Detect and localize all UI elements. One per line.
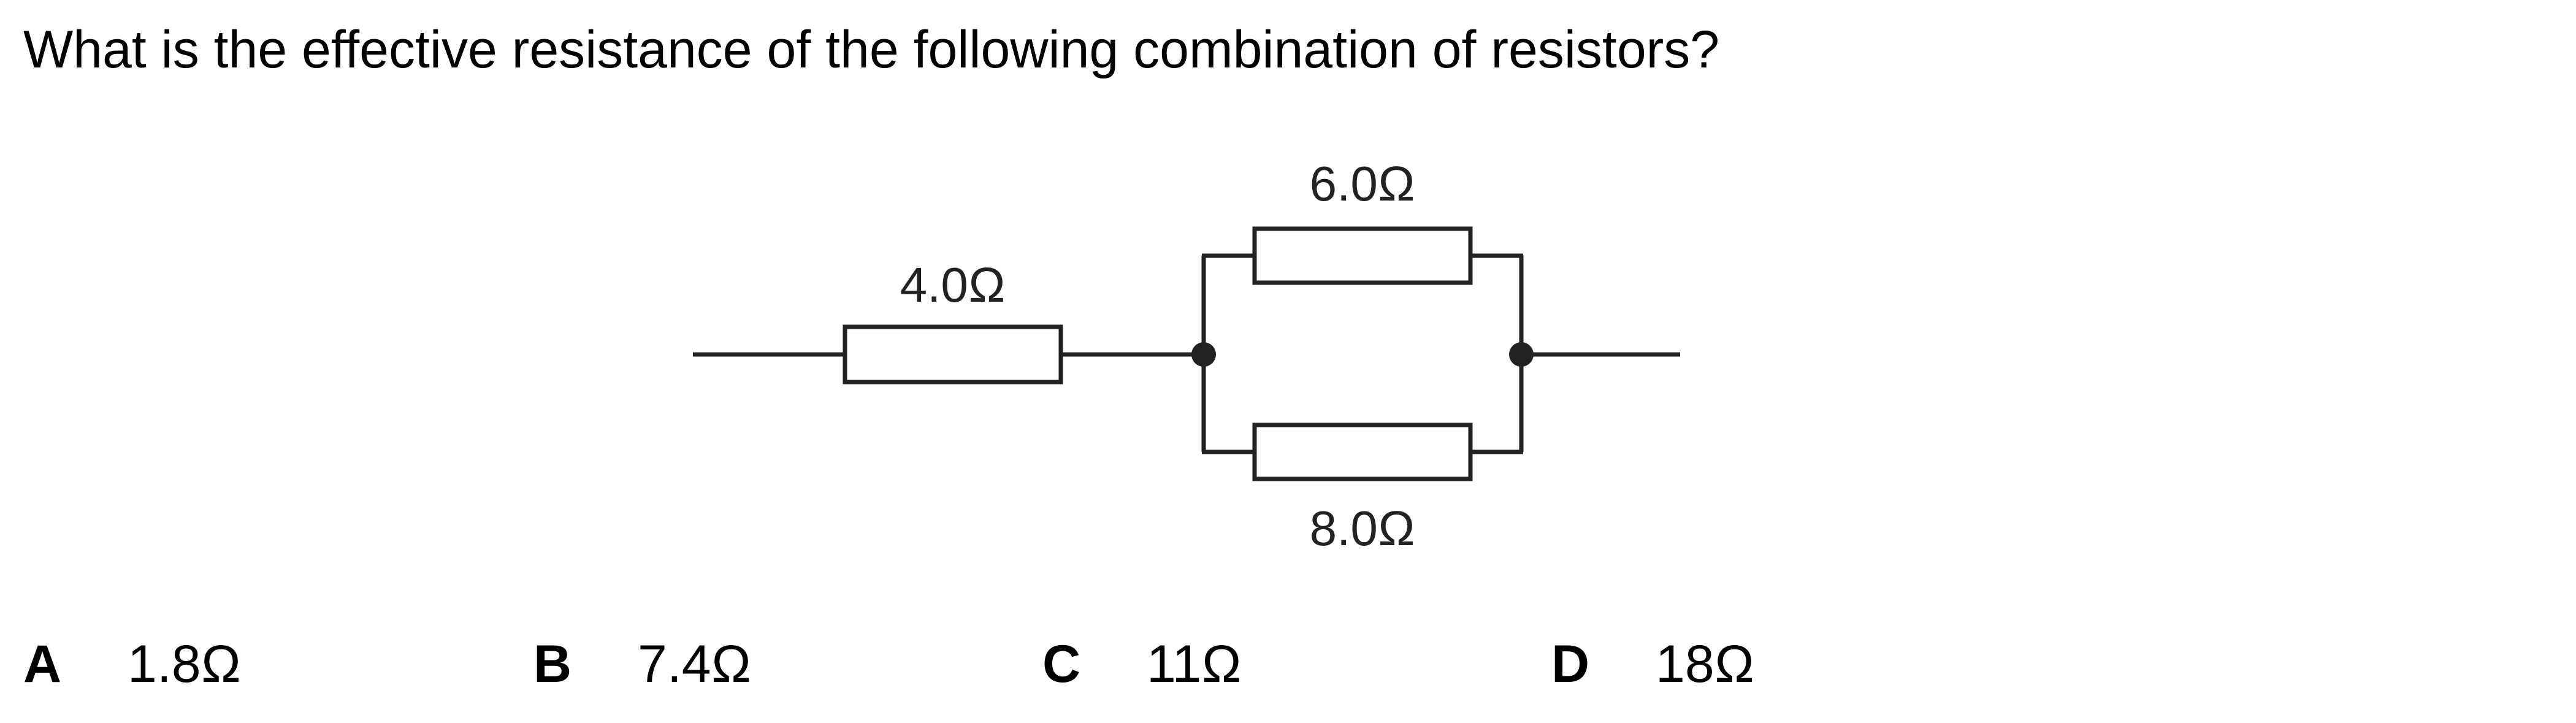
resistor-parallel-bottom xyxy=(1252,423,1473,481)
option-c-letter: C xyxy=(1042,635,1081,694)
option-d-letter: D xyxy=(1551,635,1590,694)
option-a-letter: A xyxy=(23,635,62,694)
option-a-value: 1.8Ω xyxy=(128,635,242,694)
junction-dot-left xyxy=(1191,342,1216,367)
option-d-value: 18Ω xyxy=(1656,635,1755,694)
option-c-value: 11Ω xyxy=(1147,635,1242,694)
resistor-parallel-top-label: 6.0Ω xyxy=(1310,156,1416,211)
question-text: What is the effective resistance of the … xyxy=(23,20,1720,79)
resistor-series-label: 4.0Ω xyxy=(900,258,1006,312)
resistor-series xyxy=(843,324,1063,384)
junction-dot-right xyxy=(1509,342,1534,367)
option-b-letter: B xyxy=(533,635,572,694)
resistor-parallel-top xyxy=(1252,226,1473,285)
resistor-parallel-bottom-label: 8.0Ω xyxy=(1310,501,1416,556)
option-b-value: 7.4Ω xyxy=(638,635,752,694)
